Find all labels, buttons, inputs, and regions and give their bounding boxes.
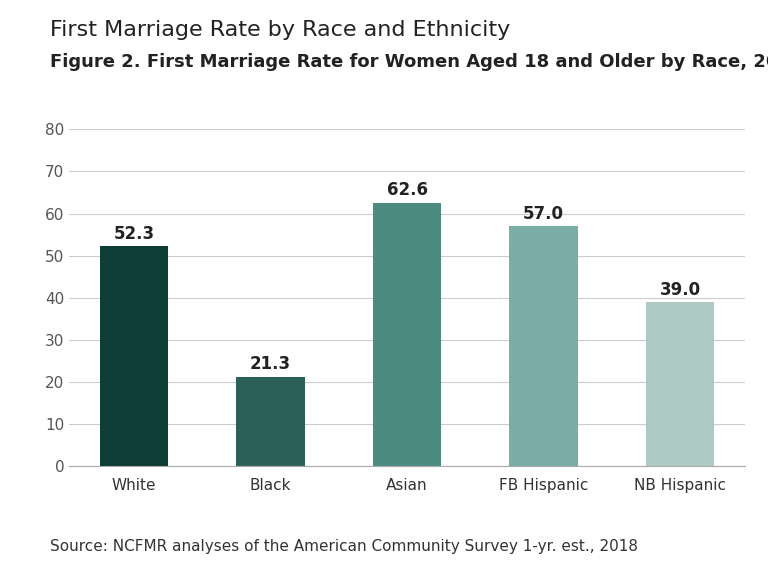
Text: First Marriage Rate by Race and Ethnicity: First Marriage Rate by Race and Ethnicit… <box>50 20 510 40</box>
Bar <box>646 302 714 466</box>
Text: 62.6: 62.6 <box>386 181 428 200</box>
Text: 39.0: 39.0 <box>660 280 700 299</box>
Bar <box>237 377 305 466</box>
Bar <box>509 226 578 466</box>
Text: Source: NCFMR analyses of the American Community Survey 1-yr. est., 2018: Source: NCFMR analyses of the American C… <box>50 538 638 554</box>
Text: 21.3: 21.3 <box>250 355 291 373</box>
Bar <box>100 246 168 466</box>
Text: 57.0: 57.0 <box>523 205 564 223</box>
Text: 52.3: 52.3 <box>114 225 154 243</box>
Text: Figure 2. First Marriage Rate for Women Aged 18 and Older by Race, 2018: Figure 2. First Marriage Rate for Women … <box>50 53 768 71</box>
Bar <box>373 203 441 466</box>
